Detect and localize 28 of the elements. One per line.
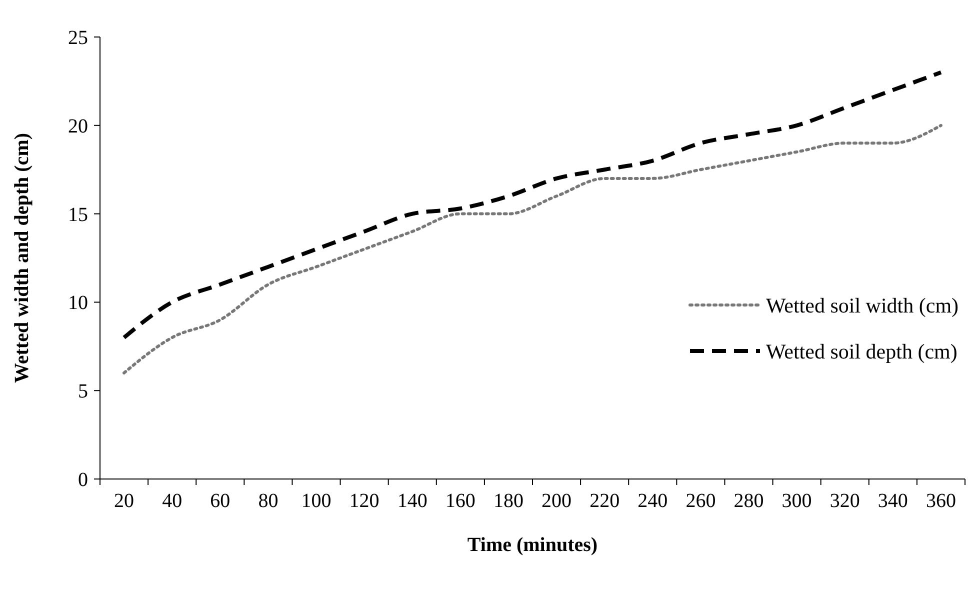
legend-label: Wetted soil width (cm) xyxy=(766,293,959,318)
x-tick-label: 260 xyxy=(686,490,716,512)
x-tick-label: 80 xyxy=(258,490,278,512)
legend-label: Wetted soil depth (cm) xyxy=(766,339,958,364)
x-tick-label: 20 xyxy=(114,490,134,512)
y-tick-label: 0 xyxy=(78,469,88,491)
x-tick-label: 340 xyxy=(878,490,908,512)
x-tick-label: 300 xyxy=(782,490,812,512)
x-tick-label: 160 xyxy=(445,490,476,512)
x-tick-label: 120 xyxy=(349,490,380,512)
y-tick-label: 10 xyxy=(68,292,88,314)
x-tick-label: 200 xyxy=(542,490,572,512)
x-tick-label: 320 xyxy=(830,490,860,512)
x-tick-label: 140 xyxy=(397,490,428,512)
y-tick-label: 5 xyxy=(78,380,88,403)
y-tick-label: 20 xyxy=(68,115,88,138)
x-tick-label: 40 xyxy=(162,490,182,512)
y-tick-label: 25 xyxy=(68,27,88,49)
y-tick-label: 15 xyxy=(68,204,88,226)
x-axis-title: Time (minutes) xyxy=(467,534,598,556)
x-tick-label: 280 xyxy=(734,490,764,512)
x-tick-label: 240 xyxy=(638,490,668,512)
x-tick-label: 360 xyxy=(926,490,956,512)
x-tick-label: 100 xyxy=(301,490,332,512)
x-tick-label: 60 xyxy=(210,490,230,512)
x-tick-label: 220 xyxy=(590,490,620,512)
y-axis-title: Wetted width and depth (cm) xyxy=(11,132,33,384)
x-tick-label: 180 xyxy=(493,490,524,512)
